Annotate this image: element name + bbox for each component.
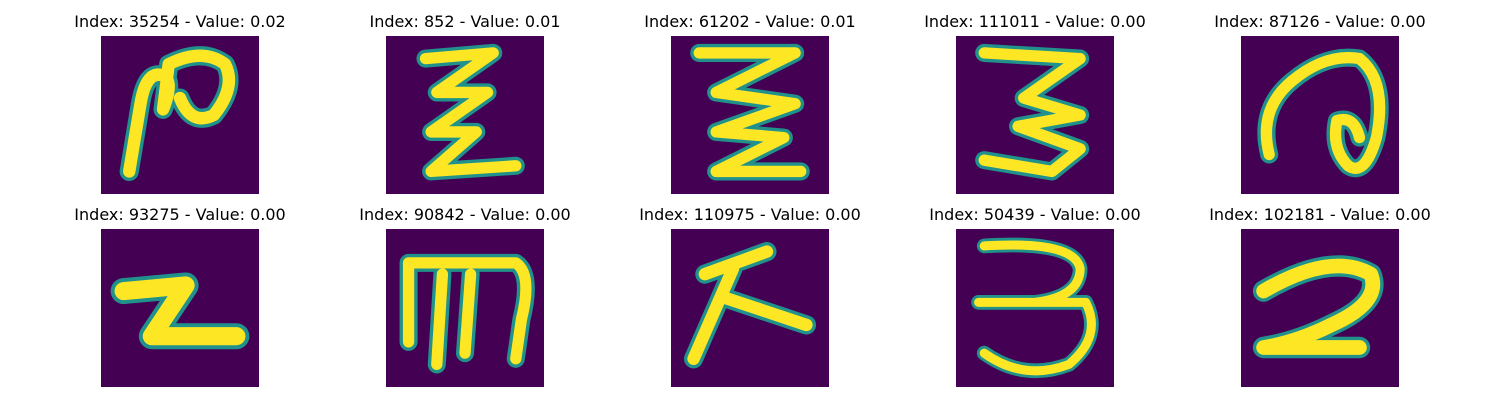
panel-title: Index: 111011 - Value: 0.00 <box>924 12 1146 31</box>
character-image <box>101 36 259 194</box>
panel-title: Index: 852 - Value: 0.01 <box>369 12 561 31</box>
panel-title: Index: 87126 - Value: 0.00 <box>1214 12 1426 31</box>
handwritten-glyph <box>671 229 829 387</box>
image-panel: Index: 110975 - Value: 0.00 <box>620 205 880 387</box>
handwritten-glyph <box>386 36 544 194</box>
character-image <box>386 229 544 387</box>
handwritten-glyph <box>671 36 829 194</box>
panel-title: Index: 61202 - Value: 0.01 <box>644 12 856 31</box>
image-panel: Index: 111011 - Value: 0.00 <box>905 12 1165 194</box>
character-image <box>1241 36 1399 194</box>
character-image <box>1241 229 1399 387</box>
panel-title: Index: 35254 - Value: 0.02 <box>74 12 286 31</box>
image-panel: Index: 852 - Value: 0.01 <box>335 12 595 194</box>
handwritten-glyph <box>101 36 259 194</box>
character-image <box>671 229 829 387</box>
character-image <box>101 229 259 387</box>
handwritten-glyph <box>1241 229 1399 387</box>
image-panel: Index: 90842 - Value: 0.00 <box>335 205 595 387</box>
character-image <box>956 229 1114 387</box>
handwritten-glyph <box>956 229 1114 387</box>
panel-title: Index: 102181 - Value: 0.00 <box>1209 205 1431 224</box>
image-panel: Index: 61202 - Value: 0.01 <box>620 12 880 194</box>
panel-title: Index: 50439 - Value: 0.00 <box>929 205 1141 224</box>
handwritten-glyph <box>956 36 1114 194</box>
handwritten-glyph <box>386 229 544 387</box>
handwritten-glyph <box>101 229 259 387</box>
handwritten-glyph <box>1241 36 1399 194</box>
image-panel: Index: 93275 - Value: 0.00 <box>50 205 310 387</box>
panel-title: Index: 110975 - Value: 0.00 <box>639 205 861 224</box>
panel-title: Index: 90842 - Value: 0.00 <box>359 205 571 224</box>
image-panel: Index: 50439 - Value: 0.00 <box>905 205 1165 387</box>
character-image <box>956 36 1114 194</box>
character-image <box>671 36 829 194</box>
character-image <box>386 36 544 194</box>
panel-title: Index: 93275 - Value: 0.00 <box>74 205 286 224</box>
image-panel: Index: 35254 - Value: 0.02 <box>50 12 310 194</box>
image-panel: Index: 102181 - Value: 0.00 <box>1190 205 1450 387</box>
image-panel: Index: 87126 - Value: 0.00 <box>1190 12 1450 194</box>
